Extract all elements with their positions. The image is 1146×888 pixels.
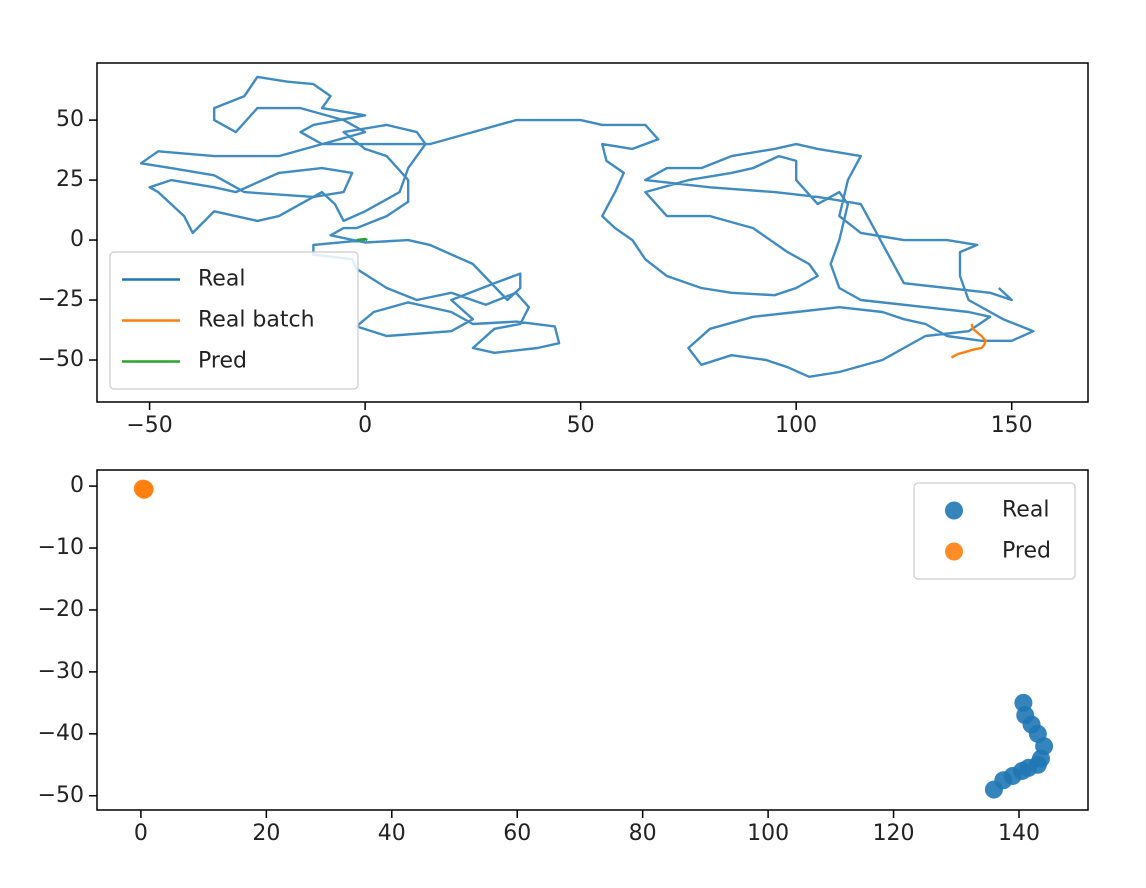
series-line [950, 323, 987, 359]
y-tick-label: −10 [38, 535, 84, 560]
x-tick-label: 60 [503, 821, 531, 846]
x-tick-label: 20 [252, 821, 280, 846]
x-tick-label: 140 [998, 821, 1040, 846]
series-line [139, 75, 1035, 378]
legend-swatch [945, 501, 963, 520]
y-tick-label: 0 [70, 227, 84, 252]
x-tick-label: 150 [991, 413, 1033, 438]
x-tick-label: 80 [629, 821, 657, 846]
y-tick-label: −25 [38, 287, 84, 312]
x-tick-label: 40 [378, 821, 406, 846]
scatter-point [135, 480, 154, 499]
legend-box [913, 482, 1076, 580]
legend-label: Real batch [198, 308, 315, 333]
series-line [356, 237, 368, 242]
y-tick-label: −50 [38, 783, 84, 808]
x-tick-label: 100 [747, 821, 789, 846]
scatter-point [1014, 693, 1033, 712]
axes-frame [96, 469, 1089, 811]
legend-label: Pred [1002, 539, 1051, 564]
legend-label: Real [198, 267, 245, 292]
legend-label: Pred [198, 349, 247, 374]
y-tick-label: 0 [70, 473, 84, 498]
x-tick-label: 50 [567, 413, 595, 438]
legend-box [109, 251, 359, 390]
x-tick-label: 120 [873, 821, 915, 846]
legend-label: Real [1002, 498, 1049, 523]
x-tick-label: 0 [358, 413, 372, 438]
axes-frame [96, 62, 1089, 403]
y-tick-label: −30 [38, 659, 84, 684]
y-tick-label: 25 [56, 167, 84, 192]
y-tick-label: 50 [56, 107, 84, 132]
x-tick-label: 0 [134, 821, 148, 846]
y-tick-label: −40 [38, 721, 84, 746]
y-tick-label: −50 [38, 347, 84, 372]
legend-swatch [945, 542, 963, 561]
x-tick-label: −50 [126, 413, 172, 438]
x-tick-label: 100 [775, 413, 817, 438]
y-tick-label: −20 [38, 597, 84, 622]
